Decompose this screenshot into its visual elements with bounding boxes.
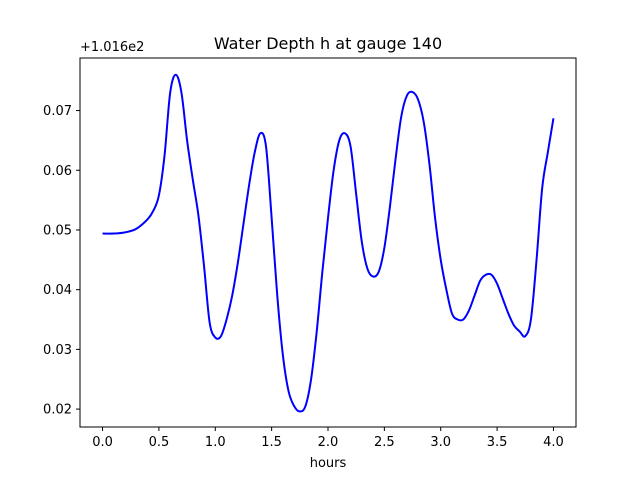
- series-line-0: [102, 73, 555, 413]
- x-tick-label-0: 0.0: [92, 435, 113, 450]
- x-tick-label-1: 0.5: [149, 435, 170, 450]
- y-axis-offset-label: +1.016e2: [80, 40, 144, 55]
- x-tick-label-2: 1.0: [205, 435, 226, 450]
- x-tick-label-4: 2.0: [318, 435, 339, 450]
- x-tick-label-8: 4.0: [543, 435, 564, 450]
- y-tick-label-0: 0.02: [43, 403, 72, 418]
- x-tick-label-6: 3.0: [430, 435, 451, 450]
- y-tick-label-4: 0.06: [43, 164, 72, 179]
- y-tick-label-1: 0.03: [43, 343, 72, 358]
- x-tick-label-3: 1.5: [261, 435, 282, 450]
- x-axis-label: hours: [310, 456, 347, 471]
- y-tick-label-2: 0.04: [43, 283, 72, 298]
- y-tick-label-3: 0.05: [43, 223, 72, 238]
- chart-title: Water Depth h at gauge 140: [214, 34, 442, 53]
- y-tick-label-5: 0.07: [43, 104, 72, 119]
- x-tick-label-5: 2.5: [374, 435, 395, 450]
- plot-area: 0.0 0.5 1.0 1.5 2.0 2.5 3.0 3.5 4.0 0.02 0.03 0.04 0…: [43, 57, 577, 450]
- x-tick-label-7: 3.5: [487, 435, 508, 450]
